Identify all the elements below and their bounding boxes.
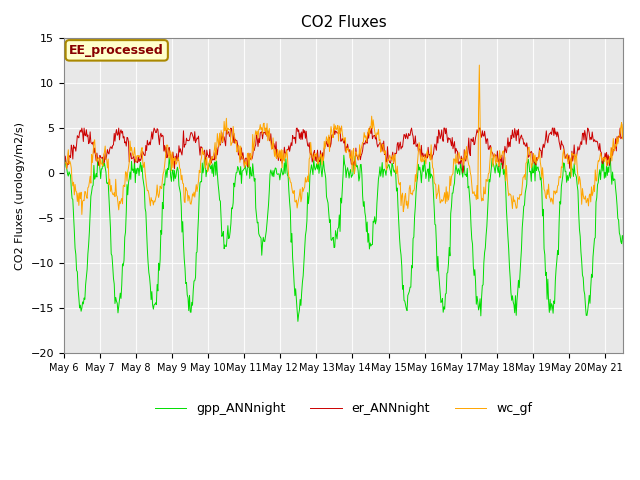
gpp_ANNnight bbox=[340, 152, 348, 158]
wc_gf bbox=[129, 150, 136, 156]
wc_gf bbox=[445, 192, 453, 198]
er_ANNnight bbox=[445, 136, 453, 142]
wc_gf bbox=[235, 143, 243, 148]
Legend: gpp_ANNnight, er_ANNnight, wc_gf: gpp_ANNnight, er_ANNnight, wc_gf bbox=[150, 397, 537, 420]
wc_gf bbox=[476, 62, 483, 68]
gpp_ANNnight bbox=[294, 319, 301, 324]
gpp_ANNnight bbox=[284, 174, 292, 180]
gpp_ANNnight bbox=[446, 253, 454, 259]
Text: EE_processed: EE_processed bbox=[69, 44, 164, 57]
Title: CO2 Fluxes: CO2 Fluxes bbox=[301, 15, 387, 30]
Line: gpp_ANNnight: gpp_ANNnight bbox=[64, 155, 640, 322]
gpp_ANNnight bbox=[128, 158, 136, 164]
er_ANNnight bbox=[78, 125, 86, 131]
er_ANNnight bbox=[413, 143, 420, 149]
wc_gf bbox=[60, 154, 68, 159]
wc_gf bbox=[637, 156, 640, 162]
er_ANNnight bbox=[263, 133, 271, 139]
gpp_ANNnight bbox=[413, 174, 421, 180]
Y-axis label: CO2 Fluxes (urology/m2/s): CO2 Fluxes (urology/m2/s) bbox=[15, 121, 25, 270]
er_ANNnight bbox=[459, 170, 467, 176]
wc_gf bbox=[263, 120, 271, 126]
Line: er_ANNnight: er_ANNnight bbox=[64, 128, 640, 173]
gpp_ANNnight bbox=[262, 228, 270, 234]
er_ANNnight bbox=[129, 156, 136, 161]
er_ANNnight bbox=[637, 158, 640, 164]
Line: wc_gf: wc_gf bbox=[64, 65, 640, 215]
wc_gf bbox=[285, 175, 292, 180]
gpp_ANNnight bbox=[60, 164, 68, 170]
er_ANNnight bbox=[285, 143, 292, 149]
er_ANNnight bbox=[235, 152, 243, 158]
wc_gf bbox=[78, 212, 86, 217]
gpp_ANNnight bbox=[234, 164, 241, 169]
er_ANNnight bbox=[60, 156, 68, 162]
gpp_ANNnight bbox=[637, 174, 640, 180]
wc_gf bbox=[413, 168, 420, 173]
